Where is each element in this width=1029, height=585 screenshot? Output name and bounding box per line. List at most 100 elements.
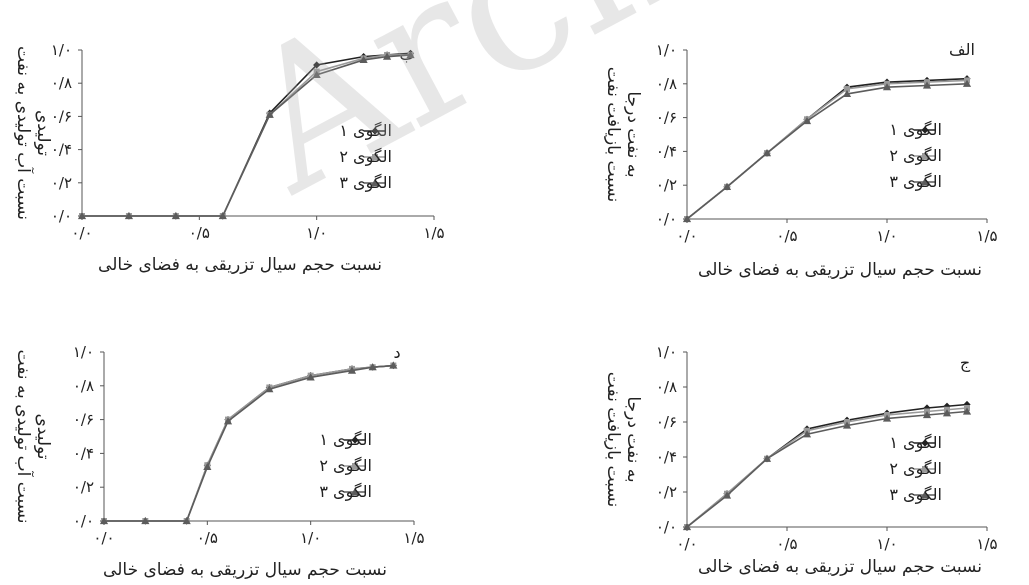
data-point [382,52,392,60]
data-point [203,462,212,471]
y-tick-label: ۱/۰ [656,343,677,361]
legend-marker [352,463,358,469]
y-axis-label: نسبت بازیافت نفت [603,67,623,202]
y-axis-label: به نفت درجا [623,396,643,482]
data-point [265,110,274,118]
legend-label: الگوی ۲ [889,146,942,166]
legend-marker [350,487,360,496]
legend-marker [920,490,930,499]
y-axis-label: به نفت درجا [623,91,643,177]
y-tick-label: ۰/۲ [73,478,94,496]
legend-marker [351,436,359,444]
x-tick-label: ۱/۰ [306,224,327,242]
y-tick-label: ۰/۴ [73,444,94,462]
y-tick-label: ۰/۲ [656,483,677,501]
data-point [306,373,315,381]
y-tick-label: ۰/۶ [73,411,94,429]
legend-label: الگوی ۲ [339,147,392,167]
x-tick-label: ۰/۵ [189,224,210,242]
y-tick-label: ۰/۴ [656,142,677,160]
y-tick-label: ۰/۸ [51,74,72,92]
data-point [844,85,850,92]
legend-marker [922,466,928,472]
x-axis-label: نسبت حجم سیال تزریقی به فضای خالی [98,255,382,275]
series-line [104,364,394,522]
y-tick-label: ۰/۰ [51,207,72,225]
x-tick-label: ۱/۰ [876,227,897,245]
data-point [762,148,772,157]
y-axis-label: نسبت آب تولیدی به نفت [13,350,35,524]
legend-label: الگوی ۳ [889,172,942,192]
data-point [802,430,812,438]
x-tick-label: ۰/۰ [93,529,114,547]
data-point [922,410,932,419]
x-tick-label: ۱/۰ [300,529,321,547]
y-axis-label: تولیدی [33,413,53,459]
data-point [312,70,321,78]
data-point [842,421,852,429]
data-point [389,361,398,369]
x-tick-label: ۰/۵ [776,227,797,245]
y-tick-label: ۰/۸ [656,378,677,396]
legend-label: الگوی ۱ [319,430,372,450]
x-tick-label: ۱/۵ [976,535,997,553]
legend-label: الگوی ۳ [339,173,392,193]
data-point [182,516,191,525]
legend-marker [920,177,930,186]
data-point [77,211,87,220]
y-axis-label: نسبت آب تولیدی به نفت [13,46,35,220]
x-tick-label: ۱/۵ [976,227,997,245]
legend-marker [372,154,378,160]
legend-label: الگوی ۳ [889,485,942,505]
data-point [962,407,972,415]
data-point [802,116,812,125]
data-point [406,50,415,59]
legend-label: الگوی ۲ [889,459,942,479]
data-point [218,211,227,220]
data-point [313,61,321,69]
x-axis-label: نسبت حجم سیال تزریقی به فضای خالی [103,560,387,580]
series-line [686,83,968,220]
data-point [171,211,180,220]
x-tick-label: ۱/۵ [423,224,444,242]
data-point [882,414,892,422]
y-tick-label: ۰/۶ [656,109,677,127]
y-tick-label: ۰/۴ [656,448,677,466]
legend-marker [921,439,929,447]
legend-marker [371,127,379,135]
data-point [141,516,150,525]
x-tick-label: ۰/۰ [71,224,92,242]
legend-label: الگوی ۱ [889,433,942,453]
y-tick-label: ۱/۰ [656,41,677,59]
data-point [124,211,134,220]
y-tick-label: ۰/۶ [51,107,72,125]
panel-dal: ۰/۰ ۰/۲ ۰/۴ ۰/۶ ۰/۸ ۱/۰ ۰/۰ ۰/۵ ۱/۰ ۱/۵ د نسبت حجم … [13,343,425,580]
x-tick-label: ۰/۰ [676,535,697,553]
y-tick-label: ۰/۰ [656,518,677,536]
data-point [359,55,368,64]
data-point [762,454,772,462]
y-tick-label: ۰/۶ [656,413,677,431]
data-point [722,491,732,499]
x-tick-label: ۰/۵ [776,535,797,553]
panel-alef: ۰/۰ ۰/۲ ۰/۴ ۰/۶ ۰/۸ ۱/۰ ۰/۰ ۰/۵ ۱/۰ ۱/۵ الف نسبت حج… [603,40,998,280]
panel-title: د [393,343,400,362]
data-point [99,516,109,525]
data-point [265,385,274,393]
panel-title: الف [949,40,975,59]
x-tick-label: ۰/۰ [676,227,697,245]
y-axis-label: تولیدی [33,110,53,156]
legend-marker [921,126,929,134]
data-point [368,363,377,371]
data-point [842,89,852,98]
legend-label: الگوی ۱ [339,121,392,141]
y-tick-label: ۰/۲ [51,174,72,192]
y-tick-label: ۰/۰ [656,210,677,228]
data-point [722,182,732,190]
y-tick-label: ۰/۴ [51,141,72,159]
y-tick-label: ۰/۸ [73,377,94,395]
y-tick-label: ۰/۰ [73,512,94,530]
y-axis-label: نسبت بازیافت نفت [603,372,623,507]
